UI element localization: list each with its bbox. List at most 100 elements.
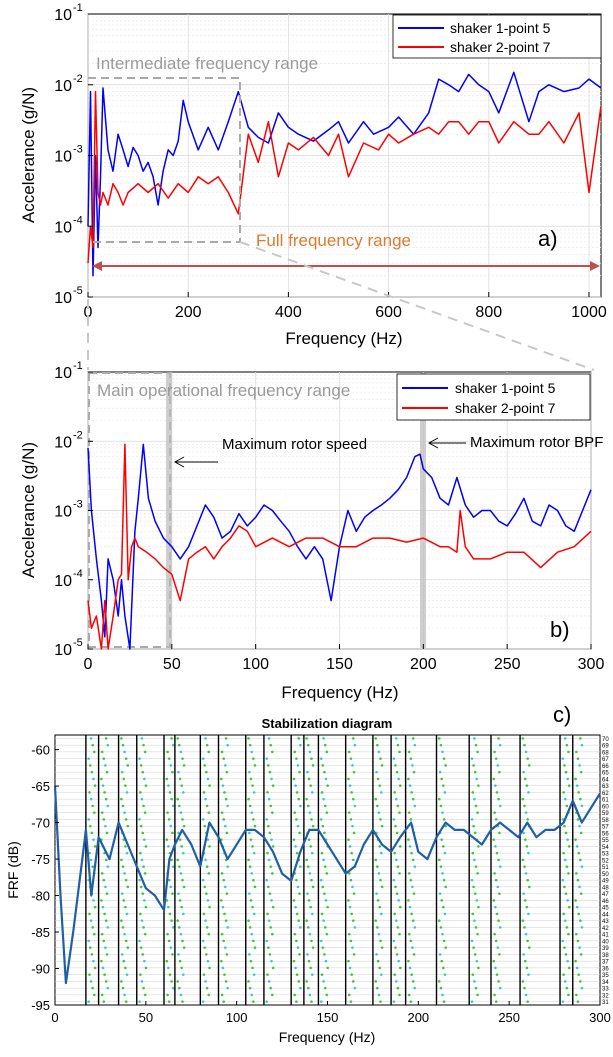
stability-marker-c	[347, 899, 350, 902]
stability-marker-c	[305, 797, 308, 801]
stability-marker-c	[442, 905, 445, 909]
stability-marker-c	[141, 892, 145, 895]
stability-marker-c	[439, 865, 443, 868]
stability-marker-c	[496, 946, 500, 949]
stability-marker-c	[104, 885, 107, 889]
stability-marker-c	[411, 858, 415, 862]
stability-marker-c	[521, 797, 525, 801]
stability-marker-c	[527, 851, 530, 855]
stability-marker-c	[121, 743, 125, 747]
stability-marker-c	[407, 811, 411, 814]
stability-marker-c	[409, 878, 413, 882]
stability-marker-c	[442, 878, 446, 882]
stability-marker-c	[578, 885, 581, 889]
stability-marker-c	[561, 818, 565, 821]
stability-marker-c	[527, 946, 531, 949]
stability-marker-c	[323, 865, 327, 868]
stability-marker-c	[140, 919, 144, 922]
stability-marker-c	[247, 980, 250, 983]
stability-marker-c	[413, 865, 417, 868]
panel-label-b: b)	[550, 617, 570, 642]
stability-marker-c	[139, 791, 142, 794]
stability-marker-c	[351, 824, 354, 828]
stability-marker-c	[201, 757, 205, 760]
stability-marker-c	[102, 1000, 106, 1003]
stability-marker-c	[139, 912, 142, 916]
stability-marker-c	[140, 737, 144, 740]
stability-marker-c	[474, 986, 478, 990]
stability-marker-c	[249, 838, 253, 841]
stability-marker-c	[268, 953, 272, 956]
stability-marker-c	[527, 912, 530, 916]
stability-marker-c	[221, 966, 225, 970]
stability-marker-c	[182, 912, 185, 916]
x-tick-label-c: 150	[317, 1010, 339, 1025]
x-axis-label-a: Frequency (Hz)	[285, 329, 402, 348]
stability-marker-c	[323, 770, 326, 774]
stability-marker-c	[176, 919, 179, 922]
stability-marker-c	[579, 892, 583, 895]
stability-marker-c	[523, 959, 527, 963]
stability-marker-c	[407, 838, 410, 841]
stability-marker-c	[379, 878, 382, 882]
stability-marker-c	[124, 966, 127, 970]
stability-marker-c	[252, 878, 255, 882]
stability-marker-c	[270, 959, 273, 963]
stability-marker-c	[498, 986, 502, 990]
stability-marker-c	[167, 939, 171, 943]
stability-marker-c	[380, 851, 383, 855]
stability-marker-c	[473, 980, 476, 983]
stability-marker-c	[90, 953, 94, 956]
stability-marker-c	[310, 1000, 313, 1003]
stability-marker-c	[575, 845, 579, 848]
stability-marker-c	[92, 750, 96, 754]
stability-marker-c	[142, 926, 145, 929]
stability-marker-c	[397, 899, 400, 902]
stability-marker-c	[252, 791, 256, 794]
x-tick-label-c: 250	[498, 1010, 520, 1025]
stability-marker-c	[375, 770, 378, 774]
stability-marker-c	[523, 899, 527, 902]
max-rotor-bpf-arrowhead	[427, 437, 439, 449]
stability-marker-c	[225, 770, 229, 774]
stability-marker-c	[141, 770, 145, 774]
stability-marker-c	[319, 939, 323, 943]
stability-marker-c	[494, 784, 497, 787]
stability-marker-c	[220, 777, 223, 781]
max-rotor-bpf-band	[420, 373, 426, 648]
stability-marker-c	[492, 838, 496, 841]
right-tick-label-c: 66	[602, 764, 609, 770]
stability-marker-c	[473, 858, 476, 862]
stability-marker-c	[523, 986, 526, 990]
stability-marker-c	[347, 959, 350, 963]
stability-marker-c	[471, 851, 475, 855]
stability-marker-c	[395, 892, 399, 895]
stability-marker-c	[204, 858, 207, 862]
stability-marker-c	[89, 737, 93, 740]
right-tick-label-c: 64	[602, 777, 609, 783]
stability-marker-c	[398, 932, 401, 936]
stability-marker-c	[439, 804, 443, 808]
stability-marker-c	[396, 865, 400, 868]
stability-marker-c	[91, 804, 94, 808]
stability-marker-c	[178, 804, 181, 808]
stability-marker-c	[527, 791, 530, 794]
stability-marker-c	[203, 946, 207, 949]
stability-marker-c	[442, 1000, 446, 1003]
stability-marker-c	[310, 851, 314, 855]
stability-marker-c	[224, 919, 228, 922]
stability-marker-c	[248, 986, 252, 990]
stability-marker-c	[522, 892, 525, 895]
stability-marker-c	[267, 858, 271, 862]
stability-marker-c	[565, 804, 569, 808]
stability-marker-c	[224, 946, 227, 949]
stability-marker-c	[380, 764, 384, 767]
stability-marker-c	[203, 824, 207, 828]
stability-marker-c	[143, 811, 147, 814]
legend-a	[392, 14, 602, 59]
stability-marker-c	[299, 804, 302, 808]
stability-marker-c	[323, 892, 326, 895]
stability-marker-c	[226, 804, 229, 808]
stability-marker-c	[379, 1000, 382, 1003]
stability-marker-c	[575, 932, 578, 936]
